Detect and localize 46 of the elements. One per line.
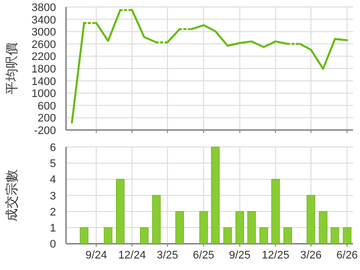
- y-tick-label: 3800: [32, 2, 56, 14]
- x-tick-label: 12/25: [262, 250, 290, 262]
- x-tick-label: 6/26: [336, 250, 358, 262]
- bar: [247, 211, 256, 244]
- bar: [199, 211, 208, 244]
- bar: [271, 178, 280, 244]
- bar: [80, 227, 88, 244]
- y-tick-label: -200: [34, 125, 56, 137]
- y-tick-label: 2600: [32, 38, 56, 51]
- bar: [342, 227, 352, 244]
- x-tick-label: 6/25: [192, 250, 214, 262]
- y-tick-label: 1400: [32, 76, 56, 88]
- y-tick-label: 2200: [32, 51, 56, 64]
- bar: [306, 195, 316, 244]
- y-tick-label: 3: [50, 190, 56, 202]
- y-tick-label: 3000: [32, 26, 56, 39]
- bar: [223, 227, 232, 244]
- y-tick-label: 5: [50, 158, 56, 170]
- bar: [175, 211, 184, 244]
- bar: [330, 227, 340, 244]
- bar: [260, 227, 268, 244]
- y-tick-label: 1: [50, 222, 56, 235]
- y-tick-label: 3400: [32, 14, 56, 26]
- x-tick-label: 12/24: [118, 250, 146, 262]
- bar: [236, 211, 244, 244]
- y-tick-label: 2: [50, 206, 56, 218]
- y-tick-label: 6: [50, 142, 56, 154]
- y-axis-title: 成交宗數: [4, 169, 19, 222]
- x-tick-label: 9/25: [229, 250, 250, 262]
- bar: [318, 211, 328, 244]
- y-tick-label: 600: [38, 100, 56, 112]
- bar: [140, 227, 148, 244]
- bar: [116, 178, 125, 244]
- bar: [211, 146, 220, 244]
- y-tick-label: 4: [50, 174, 56, 186]
- bar: [283, 227, 292, 244]
- y-axis-title: 平均呎價: [4, 42, 19, 94]
- y-tick-label: 1000: [32, 88, 56, 100]
- x-tick-label: 3/25: [156, 250, 178, 262]
- y-tick-label: 200: [38, 112, 56, 125]
- bar: [152, 195, 161, 244]
- y-tick-label: 0: [50, 238, 56, 251]
- y-tick-label: 1800: [32, 64, 56, 76]
- x-tick-label: 9/24: [86, 250, 107, 262]
- bar: [104, 227, 112, 244]
- x-tick-label: 3/26: [300, 250, 322, 262]
